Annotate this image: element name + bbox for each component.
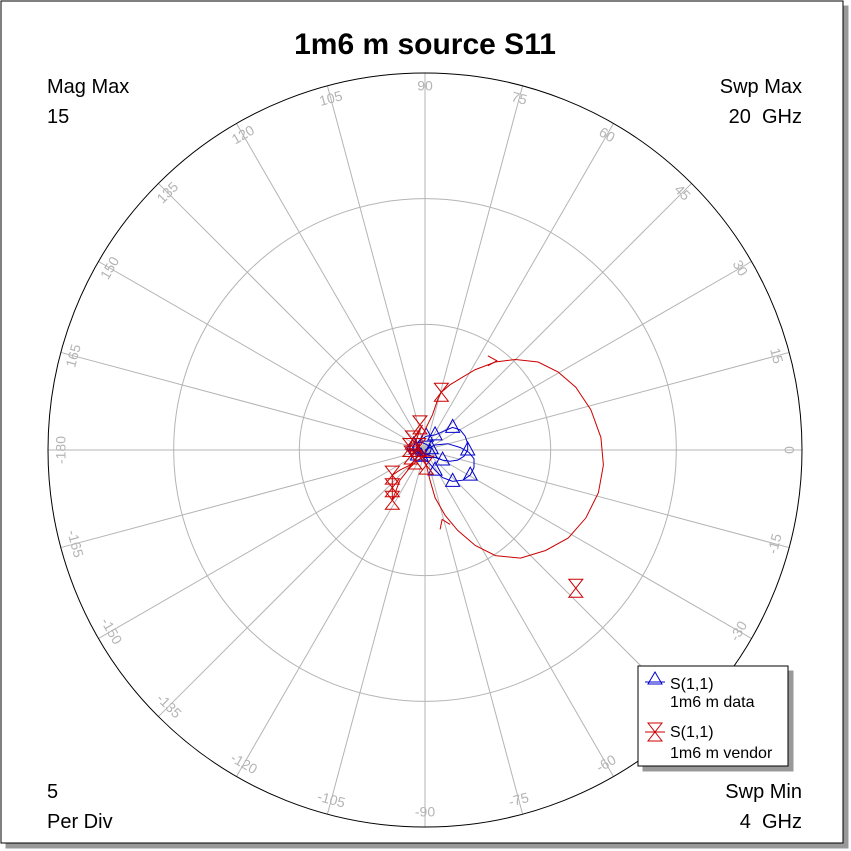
grid-spoke [98, 449, 426, 639]
swp-max-value: 20 GHz [729, 106, 802, 128]
swp-min-label: Swp Min [725, 781, 802, 803]
data-point-triangle [444, 472, 461, 487]
grid-spoke [424, 449, 524, 815]
grid-spoke [60, 449, 426, 549]
data-point-hourglass [384, 465, 401, 485]
grid-spoke [98, 261, 426, 451]
angle-tick-label: 60 [596, 124, 618, 146]
data-point-hourglass [406, 450, 423, 470]
swp-min-value: 4 GHz [740, 811, 802, 833]
data-point-hourglass [567, 578, 584, 598]
grid-spoke [424, 183, 692, 451]
grid-ring [298, 323, 552, 577]
hourglass-marker-icon [646, 722, 664, 742]
legend: S(1,1) 1m6 m data S(1,1) 1m6 m vendor [637, 665, 789, 767]
direction-arrow [487, 355, 498, 367]
data-point-triangle [423, 439, 440, 455]
angle-tick-label: -15 [764, 532, 785, 556]
legend-sublabel-vendor: 1m6 m vendor [670, 745, 773, 762]
angle-tick-label: 15 [767, 346, 787, 365]
angle-tick-label: 30 [730, 257, 752, 279]
legend-sublabel-data: 1m6 m data [670, 694, 755, 711]
per-div-value: 5 [47, 781, 58, 803]
mag-max-value: 15 [47, 106, 69, 128]
per-div-label: Per Div [47, 811, 113, 833]
grid-spoke [326, 449, 426, 815]
data-point-hourglass [433, 382, 450, 402]
grid-spoke [60, 351, 426, 451]
mag-max-label: Mag Max [47, 76, 129, 98]
grid-ring [173, 198, 677, 702]
data-point-triangle [462, 466, 479, 481]
angle-tick-label: -90 [415, 804, 435, 820]
angle-tick-label: 165 [62, 342, 84, 369]
data-point-triangle [444, 418, 461, 433]
data-point-hourglass [411, 415, 428, 435]
grid-spoke [424, 85, 524, 451]
angle-tick-label: 105 [317, 87, 344, 109]
angle-tick-label: -180 [53, 436, 69, 464]
legend-label-vendor: S(1,1) [670, 724, 714, 741]
polar-grid [47, 72, 803, 828]
data-point-triangle [427, 461, 443, 476]
angle-tick-label: -105 [316, 788, 347, 811]
data-point-triangle [422, 443, 438, 459]
angle-tick-label: -75 [507, 789, 531, 810]
grid-spoke [424, 351, 790, 451]
legend-entry-data: S(1,1) 1m6 m data [645, 671, 755, 711]
angle-tick-label: 75 [510, 88, 529, 108]
data-point-triangle [434, 450, 451, 466]
triangle-marker-icon [647, 671, 663, 685]
grid-spoke [424, 449, 790, 549]
grid-spoke [158, 183, 426, 451]
data-point-triangle [459, 440, 476, 456]
grid-spoke [424, 449, 752, 639]
legend-label-data: S(1,1) [670, 676, 714, 693]
outer-ring [47, 72, 803, 828]
swp-max-label: Swp Max [720, 76, 802, 98]
grid-spoke [158, 449, 426, 717]
grid-spoke [424, 261, 752, 451]
grid-spoke [326, 85, 426, 451]
legend-box [637, 665, 789, 767]
data-point-hourglass [384, 478, 401, 498]
data-point-triangle [427, 425, 443, 441]
grid-spoke [236, 449, 426, 777]
grid-spoke [424, 449, 614, 777]
angle-tick-label: -165 [64, 528, 87, 559]
data-point-hourglass [418, 455, 435, 475]
data-point-hourglass [404, 430, 421, 450]
angle-tick-label: 0 [781, 446, 797, 454]
legend-entry-vendor: S(1,1) 1m6 m vendor [645, 722, 773, 762]
angle-tick-label: 90 [417, 78, 433, 94]
grid-spoke [424, 123, 614, 451]
grid-spoke [236, 123, 426, 451]
direction-arrow [439, 518, 451, 530]
data-point-hourglass [384, 490, 401, 510]
data-traces [384, 355, 604, 598]
chart-title: 1m6 m source S11 [294, 28, 556, 61]
